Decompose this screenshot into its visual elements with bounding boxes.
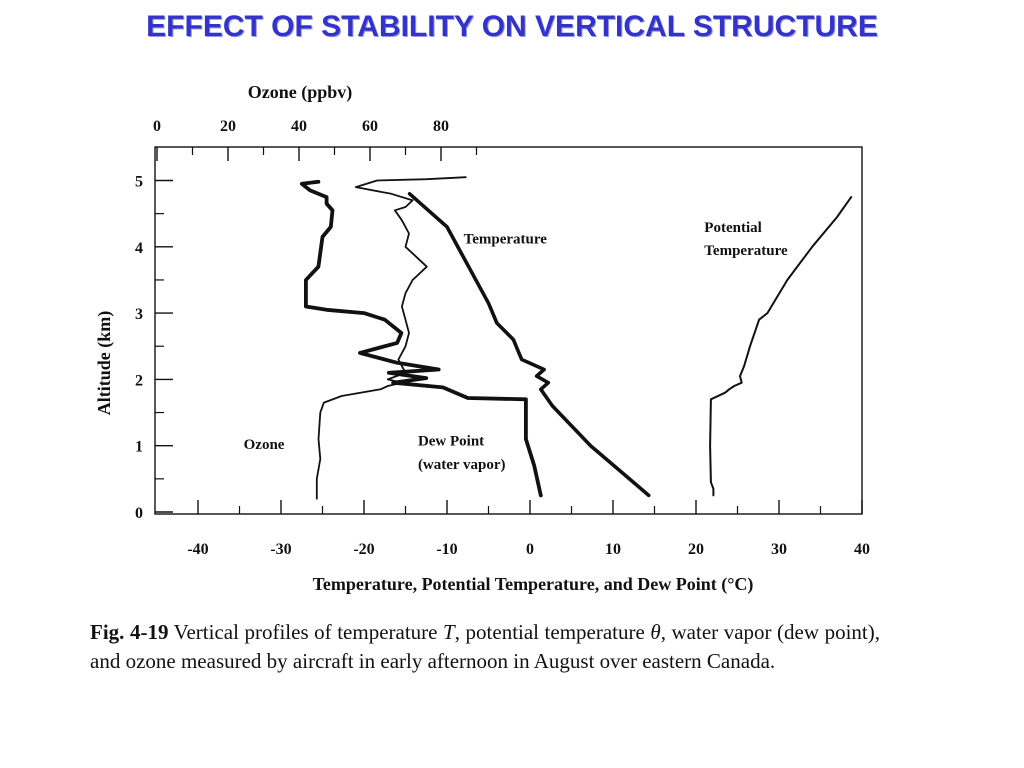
x-tick-label: 0 — [526, 541, 534, 558]
x2-tick-label: 80 — [433, 118, 449, 135]
chart-labels: Temperature Potential Temperature Ozone Dew … — [244, 220, 788, 473]
temperature-series-line — [407, 192, 651, 498]
series-annotation: Temperature — [704, 243, 788, 259]
y-tick-label: 0 — [135, 505, 143, 522]
x-tick-label: -20 — [353, 541, 374, 558]
x2-tick-label: 40 — [291, 118, 307, 135]
x2-axis-title: Ozone (ppbv) — [248, 82, 353, 103]
y-tick-label: 5 — [135, 174, 143, 191]
caption-text-3: , water vapor (dew point), and ozone mea… — [90, 620, 881, 673]
x-tick-label: 30 — [771, 541, 787, 558]
figure-label: Fig. 4-19 — [90, 620, 169, 644]
y-tick-label: 1 — [135, 439, 143, 456]
x-tick-label: 40 — [854, 541, 870, 558]
caption-text-2: , potential temperature — [454, 620, 651, 644]
caption-symbol-t: T — [443, 620, 455, 644]
series-annotation: (water vapor) — [418, 457, 506, 473]
x-tick-label: -10 — [436, 541, 457, 558]
vertical-profile-chart: 0 1 2 3 4 5 -40 -30 -20 -10 0 10 20 30 40 0 20 40 60 80 Ozon… — [94, 82, 870, 595]
series-annotation: Potential — [704, 220, 762, 236]
y-tick-label: 3 — [135, 306, 143, 323]
y-tick-label: 2 — [135, 372, 143, 389]
dew-point-series-line — [299, 179, 543, 498]
series-annotation: Dew Point — [418, 434, 484, 450]
caption-text-1: Vertical profiles of temperature — [168, 620, 444, 644]
x-tick-label: 20 — [688, 541, 704, 558]
x-tick-label: 10 — [605, 541, 621, 558]
x2-tick-label: 20 — [220, 118, 236, 135]
x-tick-label: -40 — [187, 541, 208, 558]
y-tick-label: 4 — [135, 240, 143, 257]
chart-axes: 0 1 2 3 4 5 -40 -30 -20 -10 0 10 20 30 40 0 20 40 60 80 Ozon… — [94, 82, 870, 595]
y-axis-title: Altitude (km) — [94, 311, 115, 416]
series-annotation: Temperature — [464, 231, 548, 247]
slide-title: EFFECT OF STABILITY ON VERTICAL STRUCTUR… — [146, 10, 878, 43]
series-annotation: Ozone — [244, 437, 285, 453]
x2-tick-label: 0 — [153, 118, 161, 135]
plot-frame — [154, 146, 863, 515]
chart-series — [299, 176, 853, 500]
x2-tick-label: 60 — [362, 118, 378, 135]
potential-temperature-series-line — [709, 196, 853, 497]
ozone-series-line — [315, 176, 467, 500]
caption-symbol-theta: θ — [650, 620, 661, 644]
x-axis-title: Temperature, Potential Temperature, and … — [313, 574, 754, 595]
x-tick-label: -30 — [270, 541, 291, 558]
figure-caption: Fig. 4-19 Vertical profiles of temperatu… — [90, 618, 880, 676]
